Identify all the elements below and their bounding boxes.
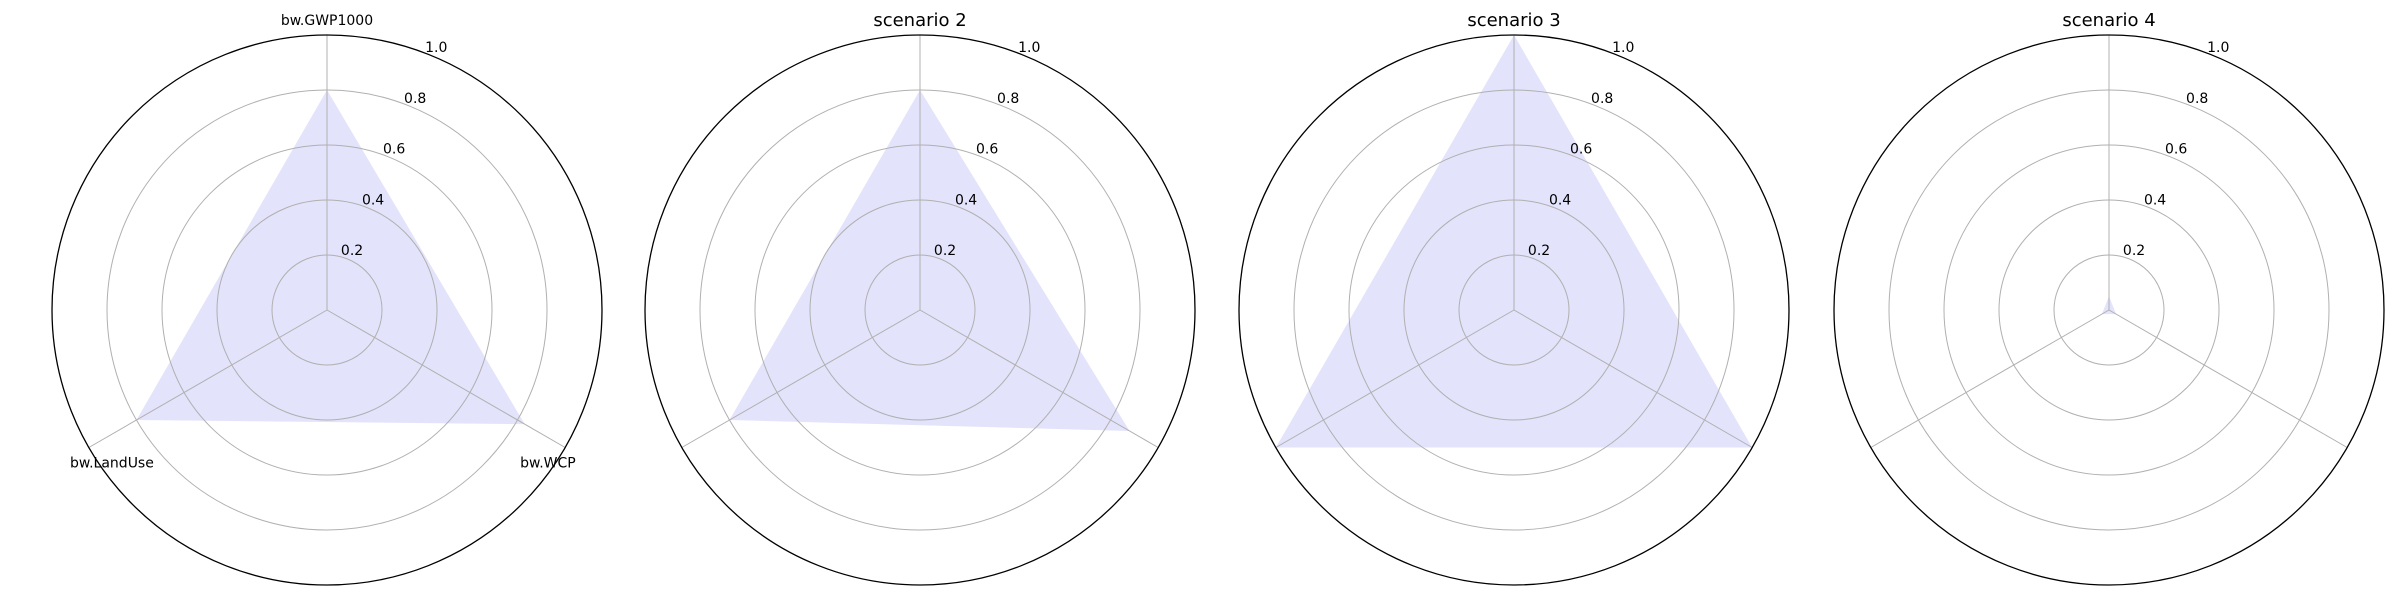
polar-frame xyxy=(51,34,603,586)
radar-subplot-2: 0.2 0.4 0.6 0.8 1.0 scenario 2 xyxy=(644,10,1196,586)
radial-tick-label: 0.6 xyxy=(976,142,998,158)
subplot-title: scenario 2 xyxy=(873,10,966,31)
radial-tick-label: 0.4 xyxy=(955,192,977,208)
subplot-title: scenario 3 xyxy=(1467,10,1560,31)
radial-tick-label: 0.6 xyxy=(383,142,405,158)
radial-tick-label: 1.0 xyxy=(1612,40,1634,56)
radial-tick-label: 0.8 xyxy=(404,91,426,107)
radial-tick-label: 0.8 xyxy=(997,91,1019,107)
radial-tick-label: 0.4 xyxy=(2144,192,2166,208)
polar-frame xyxy=(644,34,1196,586)
radial-tick-label: 1.0 xyxy=(1018,40,1040,56)
radial-tick-label: 0.4 xyxy=(362,192,384,208)
radar-subplot-4: 0.2 0.4 0.6 0.8 1.0 scenario 4 xyxy=(1833,10,2385,586)
axis-label-0: bw.GWP1000 xyxy=(281,13,373,29)
radial-tick-label: 0.8 xyxy=(2186,91,2208,107)
radial-tick-label: 0.2 xyxy=(2123,243,2145,259)
radial-tick-label: 0.2 xyxy=(934,243,956,259)
radial-tick-label: 0.8 xyxy=(1591,91,1613,107)
data-area xyxy=(136,90,525,425)
radial-tick-label: 0.6 xyxy=(2165,142,2187,158)
radar-subplot-3: 0.2 0.4 0.6 0.8 1.0 scenario 3 xyxy=(1238,10,1790,586)
radial-tick-label: 0.2 xyxy=(1528,243,1550,259)
data-area xyxy=(729,90,1130,431)
radial-tick-label: 1.0 xyxy=(2207,40,2229,56)
axis-spoke xyxy=(1870,309,2110,448)
subplot-title: scenario 4 xyxy=(2062,10,2155,31)
polar-frame xyxy=(1833,34,2385,586)
radial-tick-label: 1.0 xyxy=(425,40,447,56)
axis-spoke xyxy=(1513,309,1753,448)
axis-spoke xyxy=(326,309,566,448)
polar-frame xyxy=(1238,34,1790,586)
radar-subplot-1: 0.2 0.4 0.6 0.8 1.0 bw.GWP1000 bw.WCP bw.LandUs… xyxy=(51,13,603,586)
axis-spoke xyxy=(88,309,328,448)
axis-spoke xyxy=(2108,309,2348,448)
radial-tick-label: 0.6 xyxy=(1570,142,1592,158)
axis-spoke xyxy=(1275,309,1515,448)
axis-spoke xyxy=(919,309,1159,448)
axis-spoke xyxy=(681,309,921,448)
radial-tick-label: 0.4 xyxy=(1549,192,1571,208)
axis-label-1: bw.WCP xyxy=(520,456,576,472)
axis-label-2: bw.LandUse xyxy=(70,456,154,472)
radial-tick-label: 0.2 xyxy=(341,243,363,259)
